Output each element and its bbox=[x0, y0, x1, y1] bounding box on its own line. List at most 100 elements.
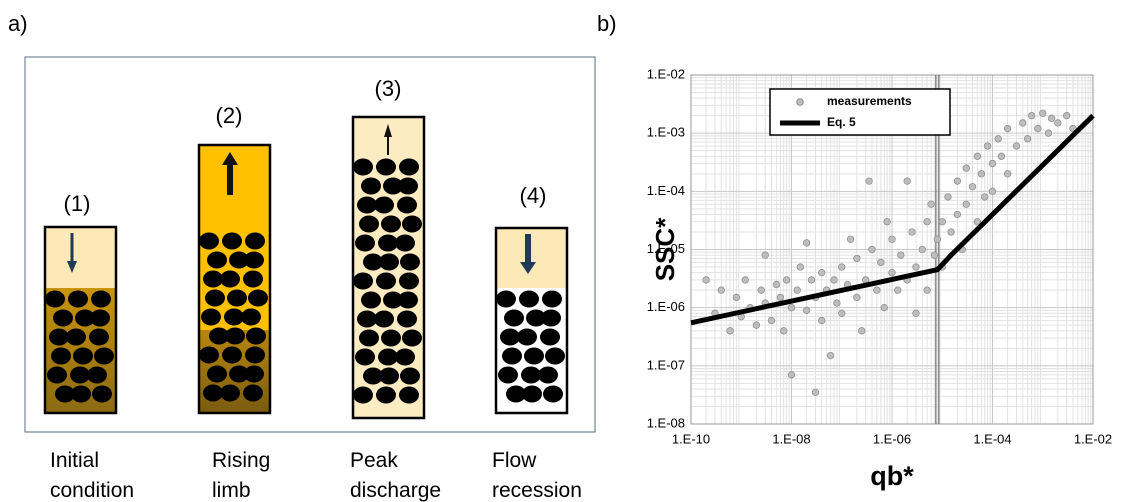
data-point bbox=[908, 228, 916, 236]
caption-box: Rising limb bbox=[212, 449, 271, 502]
sediment-particle bbox=[227, 289, 247, 307]
sediment-particle bbox=[538, 366, 558, 384]
data-point bbox=[787, 304, 796, 312]
data-point bbox=[983, 142, 992, 150]
data-point bbox=[833, 299, 841, 307]
sediment-particle bbox=[220, 384, 240, 402]
flow-arrow-head bbox=[222, 152, 238, 165]
x-tick-label: 1.E-10 bbox=[672, 431, 710, 446]
sediment-particle bbox=[51, 347, 71, 365]
panel-b: 1.E-08 1.E-07 1.E-06 1.E-05 1.E-04 1.E-03 1.E-… bbox=[647, 66, 1112, 491]
sediment-particle bbox=[205, 289, 225, 307]
sediment-particle bbox=[245, 232, 265, 250]
data-point bbox=[772, 280, 781, 289]
data-point bbox=[994, 135, 1002, 143]
data-point bbox=[846, 235, 855, 243]
sediment-particle bbox=[521, 366, 541, 384]
y-tick-label: 1.E-08 bbox=[647, 415, 685, 430]
sediment-particle bbox=[94, 347, 114, 365]
data-point bbox=[962, 200, 970, 208]
sediment-particle bbox=[45, 290, 65, 308]
sediment-particle bbox=[397, 310, 417, 328]
sediment-particle bbox=[224, 308, 244, 326]
sediment-particle bbox=[91, 290, 111, 308]
column-caption: Rising limb bbox=[212, 449, 271, 502]
sediment-particle bbox=[353, 272, 373, 290]
column-number: (3) bbox=[375, 76, 402, 101]
data-point bbox=[865, 177, 873, 185]
data-point bbox=[826, 351, 835, 360]
sediment-particle bbox=[498, 366, 518, 384]
flow-arrow-head bbox=[384, 124, 392, 137]
sediment-particle bbox=[207, 251, 227, 269]
sediment-particle bbox=[381, 329, 401, 347]
data-point bbox=[776, 293, 785, 302]
sediment-particle bbox=[502, 347, 522, 365]
x-tick-label: 1.E-02 bbox=[1074, 431, 1112, 446]
sediment-particle bbox=[361, 177, 381, 195]
sediment-particle bbox=[397, 196, 417, 214]
data-point bbox=[1019, 119, 1027, 127]
data-point bbox=[1027, 112, 1036, 120]
data-point bbox=[888, 235, 896, 243]
sediment-particle bbox=[229, 251, 249, 269]
sediment-particle bbox=[244, 251, 264, 269]
data-point bbox=[818, 316, 826, 325]
sediment-particle bbox=[220, 270, 240, 288]
sediment-particle bbox=[243, 384, 263, 402]
sediment-particle bbox=[376, 386, 396, 404]
sediment-particle bbox=[245, 346, 265, 364]
sediment-particle bbox=[248, 289, 268, 307]
data-point bbox=[1054, 119, 1062, 127]
data-point bbox=[761, 251, 769, 259]
column-caption: Initial condition bbox=[50, 449, 135, 502]
plot-frame bbox=[690, 74, 1094, 425]
flow-arrow-head bbox=[520, 262, 536, 274]
data-point bbox=[1063, 112, 1071, 120]
data-point bbox=[853, 293, 861, 302]
data-point bbox=[787, 371, 796, 379]
data-point bbox=[933, 235, 942, 243]
sediment-particle bbox=[398, 291, 418, 309]
sediment-particle bbox=[376, 158, 396, 176]
x-tick-label: 1.E-04 bbox=[973, 431, 1011, 446]
data-point bbox=[968, 183, 977, 191]
data-point bbox=[796, 263, 804, 271]
data-point bbox=[802, 239, 811, 247]
sediment-particle bbox=[353, 158, 373, 176]
data-point bbox=[962, 164, 970, 172]
sediment-particle bbox=[70, 366, 90, 384]
data-point bbox=[802, 306, 811, 314]
caption-box: Peak discharge bbox=[350, 449, 442, 502]
caption-box: Flow recession bbox=[492, 449, 582, 502]
data-point bbox=[894, 286, 902, 294]
sediment-particle bbox=[399, 272, 419, 290]
data-point bbox=[927, 200, 935, 208]
data-point bbox=[923, 218, 931, 226]
data-point bbox=[853, 254, 861, 263]
legend-label: Eq. 5 bbox=[827, 115, 856, 129]
data-point bbox=[757, 286, 765, 294]
sediment-particle bbox=[203, 384, 223, 402]
sediment-particle bbox=[543, 385, 563, 403]
data-point bbox=[877, 258, 885, 267]
sediment-particle bbox=[87, 366, 107, 384]
column-caption: Peak discharge bbox=[350, 449, 442, 502]
data-point bbox=[973, 218, 982, 226]
data-point bbox=[868, 245, 876, 254]
sediment-particle bbox=[71, 385, 91, 403]
panel-label: b) bbox=[597, 11, 617, 36]
y-axis-title: SSC* bbox=[650, 217, 680, 281]
sediment-particle bbox=[243, 270, 263, 288]
sediment-particle bbox=[376, 272, 396, 290]
column-outline bbox=[197, 143, 272, 415]
data-point bbox=[726, 327, 734, 335]
sediment-particle bbox=[374, 310, 394, 328]
y-tick-label: 1.E-02 bbox=[647, 66, 685, 81]
column-caption: Flow recession bbox=[492, 449, 582, 502]
sediment-particle bbox=[53, 309, 73, 327]
sediment-particle bbox=[199, 346, 219, 364]
data-point bbox=[953, 210, 962, 219]
data-point bbox=[912, 263, 920, 271]
